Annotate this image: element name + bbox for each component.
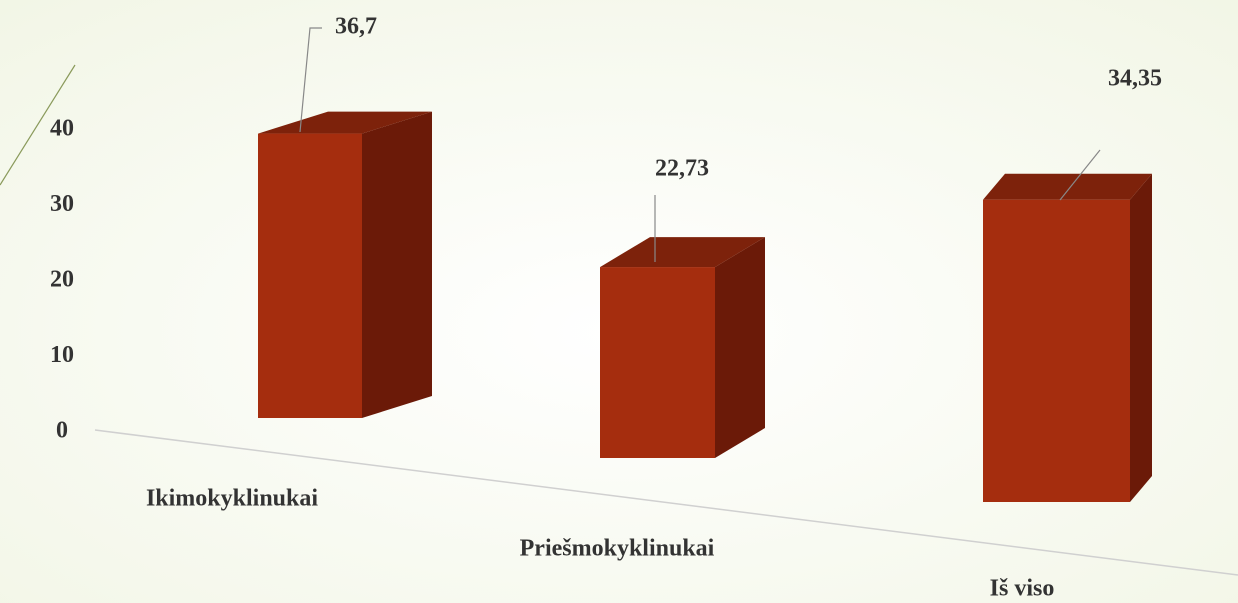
bar-top bbox=[600, 237, 765, 268]
bar-side bbox=[715, 237, 765, 458]
bar bbox=[258, 133, 362, 418]
bar-side bbox=[1130, 173, 1152, 502]
y-tick-label: 30 bbox=[50, 191, 74, 217]
y-tick-label: 20 bbox=[50, 267, 74, 293]
bar-top bbox=[258, 111, 432, 134]
floor-line bbox=[94, 429, 1238, 576]
x-tick-label: Ikimokyklinukai bbox=[146, 486, 318, 512]
leader-line bbox=[299, 27, 322, 133]
decoration bbox=[0, 64, 76, 186]
data-label: 34,35 bbox=[1108, 66, 1162, 92]
data-label: 36,7 bbox=[335, 14, 377, 40]
bar bbox=[983, 199, 1130, 502]
bar-top bbox=[983, 173, 1152, 200]
y-tick-label: 10 bbox=[50, 342, 74, 368]
leader-line bbox=[1059, 149, 1101, 201]
x-tick-label: Priešmokyklinukai bbox=[520, 536, 715, 562]
data-label: 22,73 bbox=[655, 156, 709, 182]
y-tick-label: 0 bbox=[56, 418, 68, 444]
bar bbox=[600, 267, 715, 458]
bar-side bbox=[362, 111, 432, 418]
y-tick-label: 40 bbox=[50, 116, 74, 142]
x-tick-label: Iš viso bbox=[990, 576, 1055, 602]
